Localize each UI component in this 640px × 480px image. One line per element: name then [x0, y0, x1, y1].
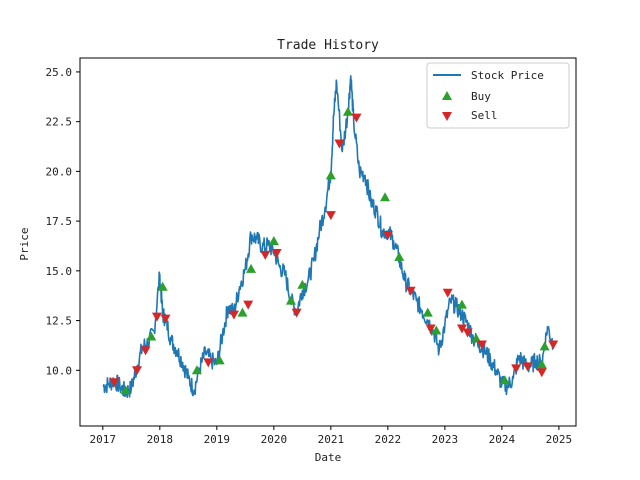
sell-marker	[522, 362, 533, 372]
buy-marker	[394, 251, 405, 261]
buy-marker	[536, 359, 547, 369]
sell-marker	[151, 312, 162, 322]
x-tick-label: 2019	[204, 433, 231, 446]
x-tick-label: 2017	[90, 433, 117, 446]
sell-marker	[548, 340, 559, 350]
y-tick-label: 20.0	[46, 165, 73, 178]
buy-marker	[342, 106, 353, 116]
sell-marker	[140, 346, 151, 356]
y-tick-label: 12.5	[46, 315, 73, 328]
y-tick-label: 10.0	[46, 364, 73, 377]
sell-marker	[243, 300, 254, 310]
buy-marker	[499, 375, 510, 385]
x-tick-label: 2018	[147, 433, 174, 446]
sell-marker	[462, 328, 473, 338]
buy-marker	[539, 341, 550, 351]
buy-marker	[237, 307, 248, 317]
sell-marker	[109, 378, 120, 388]
buy-marker	[297, 279, 308, 289]
y-tick-label: 17.5	[46, 215, 73, 228]
axes: 2017 2018 2019 2020 2021 2022 2023 2024 2025 10.0…	[46, 57, 577, 446]
y-tick-label: 25.0	[46, 66, 73, 79]
sell-marker	[536, 368, 547, 378]
buy-marker	[431, 325, 442, 335]
y-tick-label: 22.5	[46, 116, 73, 129]
buy-marker	[268, 236, 279, 246]
x-tick-label: 2021	[318, 433, 345, 446]
legend: Stock Price Buy Sell	[426, 62, 570, 129]
buy-marker	[380, 192, 391, 202]
x-tick-label: 2023	[432, 433, 459, 446]
legend-label-sell: Sell	[471, 109, 498, 122]
buy-marker	[325, 170, 336, 180]
sell-marker	[334, 139, 345, 149]
buy-marker	[214, 355, 225, 365]
legend-label-stock-price: Stock Price	[471, 69, 544, 82]
sell-marker	[476, 340, 487, 350]
y-tick-label: 15.0	[46, 265, 73, 278]
sell-marker	[425, 324, 436, 334]
sell-marker	[203, 358, 214, 368]
sell-marker	[160, 314, 171, 324]
buy-markers	[120, 106, 550, 395]
sell-markers	[109, 113, 559, 388]
buy-marker	[285, 295, 296, 305]
buy-marker	[157, 281, 168, 291]
sell-marker	[442, 288, 453, 298]
sell-marker	[260, 250, 271, 260]
chart-title: Trade History	[277, 38, 379, 53]
sell-marker	[228, 310, 239, 320]
legend-label-buy: Buy	[471, 90, 491, 103]
buy-marker	[191, 365, 202, 375]
sell-marker	[351, 113, 362, 123]
legend-box	[426, 62, 570, 129]
legend-sell-swatch	[442, 112, 452, 121]
buy-marker	[146, 331, 157, 341]
x-tick-label: 2025	[546, 433, 573, 446]
plot-frame	[79, 57, 577, 427]
sell-marker	[271, 248, 282, 258]
buy-marker	[456, 299, 467, 309]
sell-marker	[456, 324, 467, 334]
x-tick-label: 2020	[261, 433, 288, 446]
sell-marker	[405, 286, 416, 296]
sell-marker	[325, 211, 336, 221]
y-axis-label: Price	[18, 227, 31, 260]
sell-marker	[291, 308, 302, 318]
legend-buy-swatch	[442, 91, 452, 100]
sell-marker	[132, 366, 143, 376]
sell-marker	[511, 364, 522, 374]
buy-marker	[120, 385, 131, 395]
x-tick-label: 2024	[489, 433, 516, 446]
buy-marker	[471, 333, 482, 343]
buy-marker	[422, 307, 433, 317]
x-axis-label: Date	[315, 451, 342, 464]
buy-marker	[246, 263, 257, 273]
sell-marker	[382, 231, 393, 241]
x-tick-label: 2022	[375, 433, 402, 446]
